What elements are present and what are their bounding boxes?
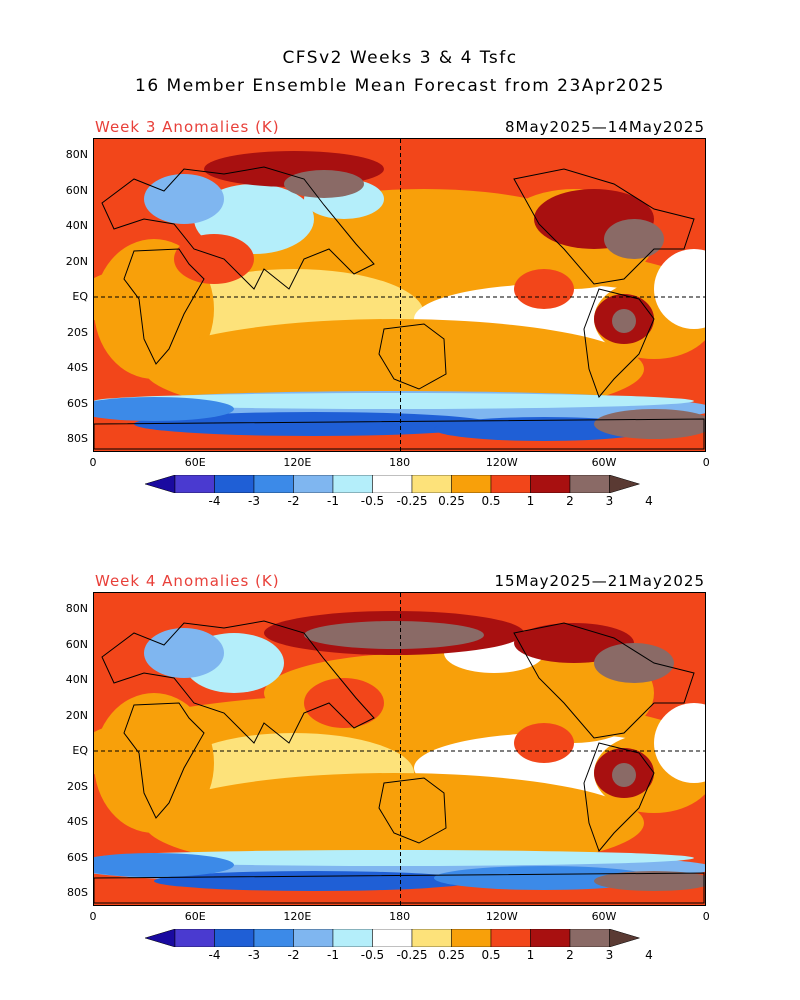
panel2-lon-label: 60E: [184, 910, 206, 923]
panel1-colorbar-segment: [214, 474, 255, 494]
panel2-colorbar-max-arrow: [609, 928, 641, 948]
panel2-title: Week 4 Anomalies (K): [95, 572, 280, 590]
panel1-lat-label: 20N: [65, 254, 88, 268]
panel1-lon-label: 0: [702, 456, 710, 469]
panel2-colorbar-segment: [372, 928, 413, 948]
panel2-lon-label: 120W: [485, 910, 518, 923]
panel2-colorbar-label: -2: [287, 948, 300, 962]
panel2-lat-label: 80S: [67, 886, 88, 899]
panel2-lon-label: 60W: [591, 910, 617, 923]
panel1-colorbar-segment: [372, 474, 413, 494]
panel2-lon-label: 120E: [283, 910, 312, 923]
panel1-colorbar-label: -2: [287, 494, 300, 508]
panel1-anomaly-field: [94, 139, 705, 451]
panel1-colorbar: -4 -3 -2 -1 -0.5 -0.25 0.25 0.5 1 2 3 4: [144, 474, 653, 508]
panel1-colorbar-label: -3: [248, 494, 260, 508]
panel1-colorbar-bar: [144, 474, 641, 494]
title-line-1: CFSv2 Weeks 3 & 4 Tsfc: [282, 48, 518, 68]
panel2-lat-label: 80N: [65, 602, 88, 615]
panel1-colorbar-label: -1: [327, 494, 339, 508]
panel1-colorbar-label: 3: [605, 494, 614, 508]
panel1-colorbar-label: -0.25: [396, 494, 428, 508]
panel1-colorbar-label: 4: [645, 494, 653, 508]
panel2-colorbar-segment: [174, 928, 215, 948]
panel1-colorbar-label: -0.5: [360, 494, 385, 508]
panel2-colorbar: -4 -3 -2 -1 -0.5 -0.25 0.25 0.5 1 2 3 4: [144, 928, 653, 962]
panel1-colorbar-label: -4: [208, 494, 221, 508]
panel2-lat-label: EQ: [72, 744, 88, 757]
panel2-lat-label: 60N: [65, 637, 88, 651]
panel2-lat-label: 40N: [65, 673, 88, 686]
panel2-lat-label: 20N: [65, 708, 88, 722]
panel2-colorbar-label: -0.5: [360, 948, 385, 962]
panel1-colorbar-segment: [490, 474, 531, 494]
panel2-lat-label: 60S: [67, 850, 88, 864]
title-line-2: 16 Member Ensemble Mean Forecast from 23…: [135, 76, 665, 96]
panel2-colorbar-segment: [490, 928, 531, 948]
panel2-colorbar-label: -1: [327, 948, 339, 962]
panel1-colorbar-segment: [569, 474, 610, 494]
panel2-colorbar-segment: [530, 928, 571, 948]
panel1-colorbar-segment: [411, 474, 452, 494]
panel2-colorbar-label: 0.25: [438, 948, 465, 962]
panel1-colorbar-max-arrow: [609, 474, 641, 494]
panel1-lon-label: 120W: [485, 456, 518, 469]
panel1-lat-label: 40N: [65, 219, 88, 232]
panel1-lat-label: 60N: [65, 183, 88, 197]
panel1-lon-label: 0: [89, 456, 97, 469]
panel2-lat-label: 40S: [67, 815, 88, 828]
panel1-lon-label: 60E: [184, 456, 206, 469]
panel2-dates: 15May2025—21May2025: [494, 572, 705, 590]
panel2-colorbar-label: 1: [526, 948, 535, 962]
panel1-dates: 8May2025—14May2025: [505, 118, 705, 136]
panel1-colorbar-label: 1: [526, 494, 535, 508]
panel2-colorbar-label: 4: [645, 948, 653, 962]
panel1-colorbar-segment: [332, 474, 373, 494]
panel1-colorbar-segment: [451, 474, 492, 494]
panel1-lat-label: 40S: [67, 361, 88, 374]
panel1-lat-label: 80N: [65, 148, 88, 161]
panel2-colorbar-label: -0.25: [396, 948, 428, 962]
panel2-lat-label: 20S: [67, 779, 88, 793]
panel1-lon-label: 120E: [283, 456, 312, 469]
panel1-lat-label: EQ: [72, 290, 88, 303]
panel1-lat-label: 20S: [67, 325, 88, 339]
panel1-colorbar-segment: [174, 474, 215, 494]
panel1-map: [93, 138, 706, 452]
panel1-colorbar-segment: [293, 474, 334, 494]
panel2-colorbar-segment: [214, 928, 255, 948]
panel2-colorbar-min-arrow: [144, 928, 176, 948]
panel1-colorbar-min-arrow: [144, 474, 176, 494]
panel2-colorbar-label: -4: [208, 948, 221, 962]
panel2-colorbar-bar: [144, 928, 641, 948]
panel2-colorbar-segment: [293, 928, 334, 948]
panel2-colorbar-segment: [411, 928, 452, 948]
panel1-lon-label: 180: [389, 456, 411, 469]
panel2-colorbar-segment: [451, 928, 492, 948]
panel2-colorbar-segment: [332, 928, 373, 948]
panel2-colorbar-segment: [253, 928, 294, 948]
panel1-lat-label: 80S: [67, 432, 88, 445]
panel2-lon-label: 180: [389, 910, 411, 923]
panel1-colorbar-label: 0.5: [481, 494, 501, 508]
panel1-colorbar-segment: [530, 474, 571, 494]
panel2-colorbar-segment: [569, 928, 610, 948]
panel2-colorbar-label: 0.5: [481, 948, 501, 962]
panel1-colorbar-segment: [253, 474, 294, 494]
panel2-lon-label: 0: [89, 910, 97, 923]
panel1-lon-label: 60W: [591, 456, 617, 469]
panel1-lat-label: 60S: [67, 396, 88, 410]
panel2-colorbar-label: -3: [248, 948, 260, 962]
panel1-title: Week 3 Anomalies (K): [95, 118, 280, 136]
panel2-colorbar-label: 3: [605, 948, 614, 962]
panel2-colorbar-label: 2: [566, 948, 574, 962]
panel2-anomaly-field: [94, 593, 705, 905]
panel1-colorbar-label: 2: [566, 494, 574, 508]
panel1-colorbar-label: 0.25: [438, 494, 465, 508]
panel2-lon-label: 0: [702, 910, 710, 923]
panel2-map: [93, 592, 706, 906]
